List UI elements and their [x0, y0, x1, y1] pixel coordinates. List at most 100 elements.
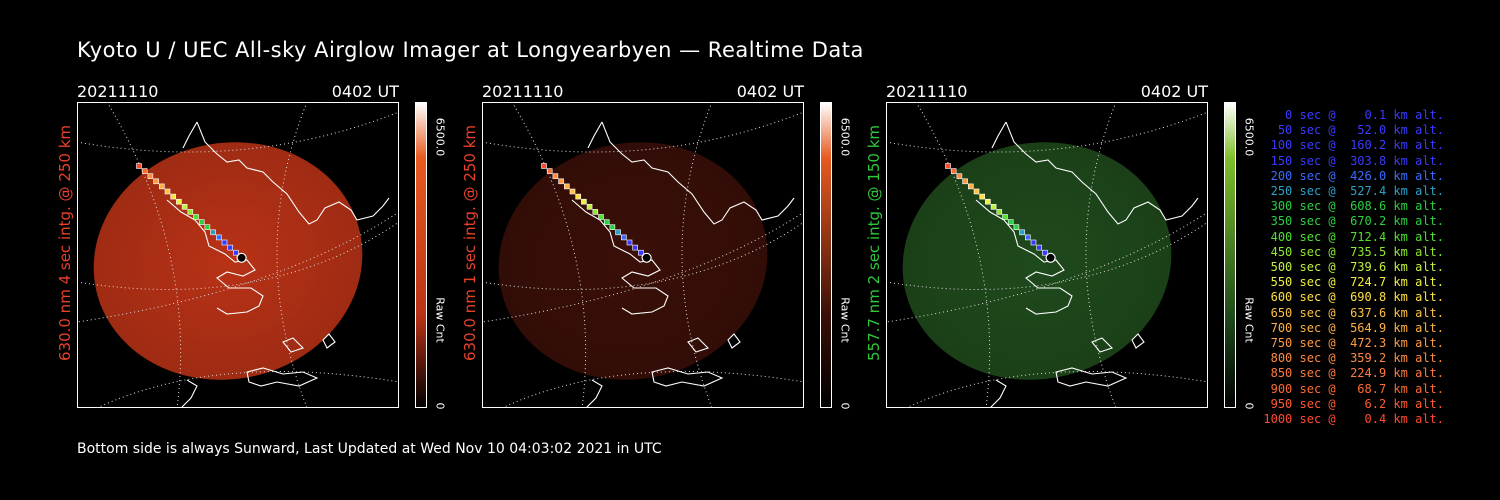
colorbar: [1224, 102, 1236, 408]
trajectory-point: [1036, 244, 1042, 251]
trajectory-point: [198, 219, 205, 225]
trajectory-point: [216, 234, 222, 241]
trajectory-point: [221, 239, 228, 246]
trajectory-point: [147, 173, 154, 179]
panel-time: 0402 UT: [1140, 82, 1208, 101]
panel-wavelength-label: 630.0 nm 4 sec intg. @ 250 km: [56, 124, 74, 362]
trajectory-point: [569, 188, 576, 195]
trajectory-point: [945, 163, 951, 169]
colorbar-min-label: 0: [433, 402, 447, 410]
trajectory-point: [1002, 214, 1008, 220]
update-footer: Bottom side is always Sunward, Last Upda…: [77, 441, 662, 457]
trajectory-point: [956, 173, 963, 179]
lat-lon-grid: [77, 102, 399, 408]
legend-entry: 350 sec @ 670.2 km alt.: [1263, 214, 1444, 229]
trajectory-point: [552, 173, 559, 179]
panel-date: 20211110: [77, 82, 159, 101]
legend-entry: 100 sec @ 160.2 km alt.: [1263, 138, 1444, 153]
lat-lon-grid: [482, 102, 804, 408]
trajectory-point: [541, 163, 547, 169]
imager-panel-2: 20211110 0402 UT 630.0 nm 1 sec intg. @ 25…: [461, 80, 882, 430]
trajectory-point: [164, 188, 171, 195]
legend-entry: 900 sec @ 68.7 km alt.: [1263, 381, 1444, 396]
panel-time: 0402 UT: [736, 82, 804, 101]
legend-entry: 700 sec @ 564.9 km alt.: [1263, 320, 1444, 335]
trajectory-point: [153, 178, 159, 185]
trajectory-point: [603, 219, 610, 225]
colorbar-unit-label: Raw Cnt: [433, 297, 447, 343]
legend-entry: 800 sec @ 359.2 km alt.: [1263, 351, 1444, 366]
trajectory-point: [141, 168, 148, 174]
trajectory-point: [1019, 229, 1025, 236]
trajectory-point: [581, 198, 587, 205]
trajectory-point: [990, 204, 997, 210]
legend-entry: 650 sec @ 637.6 km alt.: [1263, 305, 1444, 320]
allsky-image: [77, 102, 399, 408]
lat-lon-grid: [886, 102, 1208, 408]
panel-date: 20211110: [886, 82, 968, 101]
legend-entry: 400 sec @ 712.4 km alt.: [1263, 229, 1444, 244]
trajectory-point: [1030, 239, 1037, 246]
trajectory-point: [187, 209, 194, 215]
trajectory-point: [973, 188, 980, 195]
imager-panel-3: 20211110 0402 UT 557.7 nm 2 sec intg. @ 15…: [865, 80, 1286, 430]
trajectory-point: [227, 244, 233, 251]
trajectory-point: [193, 214, 199, 220]
colorbar-min-label: 0: [1242, 402, 1256, 410]
legend-entry: 950 sec @ 6.2 km alt.: [1263, 396, 1444, 411]
panel-time: 0402 UT: [331, 82, 399, 101]
page-title: Kyoto U / UEC All-sky Airglow Imager at …: [77, 38, 864, 62]
legend-entry: 200 sec @ 426.0 km alt.: [1263, 168, 1444, 183]
trajectory-point: [181, 204, 188, 210]
legend-entry: 50 sec @ 52.0 km alt.: [1263, 123, 1444, 138]
legend-entry: 300 sec @ 608.6 km alt.: [1263, 199, 1444, 214]
coastline: [571, 121, 795, 408]
legend-entry: 850 sec @ 224.9 km alt.: [1263, 366, 1444, 381]
trajectory-point: [546, 168, 553, 174]
trajectory-point: [210, 229, 216, 236]
trajectory-point: [575, 193, 581, 200]
legend-entry: 150 sec @ 303.8 km alt.: [1263, 153, 1444, 168]
trajectory-point: [1013, 224, 1020, 230]
trajectory-point: [586, 204, 593, 210]
panel-date: 20211110: [482, 82, 564, 101]
trajectory-point: [632, 244, 638, 251]
panel-wavelength-label: 630.0 nm 1 sec intg. @ 250 km: [461, 124, 479, 362]
allsky-image: [886, 102, 1208, 408]
coastline: [166, 121, 390, 408]
trajectory-point: [592, 209, 599, 215]
colorbar: [820, 102, 832, 408]
legend-entry: 1000 sec @ 0.4 km alt.: [1263, 412, 1444, 427]
trajectory-point: [170, 193, 176, 200]
trajectory-point: [136, 163, 142, 169]
trajectory-point: [638, 249, 644, 256]
coastline: [975, 121, 1199, 408]
trajectory-point: [233, 249, 239, 256]
legend-entry: 0 sec @ 0.1 km alt.: [1263, 108, 1444, 122]
trajectory-point: [1025, 234, 1031, 241]
trajectory-point: [615, 229, 621, 236]
colorbar: [415, 102, 427, 408]
trajectory-point: [176, 198, 182, 205]
station-marker: [641, 252, 652, 263]
trajectory-point: [558, 178, 564, 185]
allsky-image: [482, 102, 804, 408]
trajectory-point: [159, 183, 165, 190]
allsky-disk: [93, 142, 363, 380]
panel-wavelength-label: 557.7 nm 2 sec intg. @ 150 km: [865, 124, 883, 362]
trajectory-point: [962, 178, 968, 185]
legend-entry: 250 sec @ 527.4 km alt.: [1263, 184, 1444, 199]
trajectory-point: [598, 214, 604, 220]
trajectory-point: [1042, 249, 1048, 256]
trajectory-point: [985, 198, 991, 205]
colorbar-unit-label: Raw Cnt: [838, 297, 852, 343]
colorbar-max-label: 6500.0: [433, 117, 447, 157]
allsky-disk: [902, 142, 1172, 380]
trajectory-point: [979, 193, 985, 200]
trajectory-point: [621, 234, 627, 241]
legend-entry: 550 sec @ 724.7 km alt.: [1263, 275, 1444, 290]
trajectory-point: [1007, 219, 1014, 225]
colorbar-max-label: 6500.0: [838, 117, 852, 157]
allsky-disk: [498, 142, 768, 380]
trajectory-legend: 0 sec @ 0.1 km alt. 50 sec @ 52.0 km alt…: [1262, 108, 1444, 427]
